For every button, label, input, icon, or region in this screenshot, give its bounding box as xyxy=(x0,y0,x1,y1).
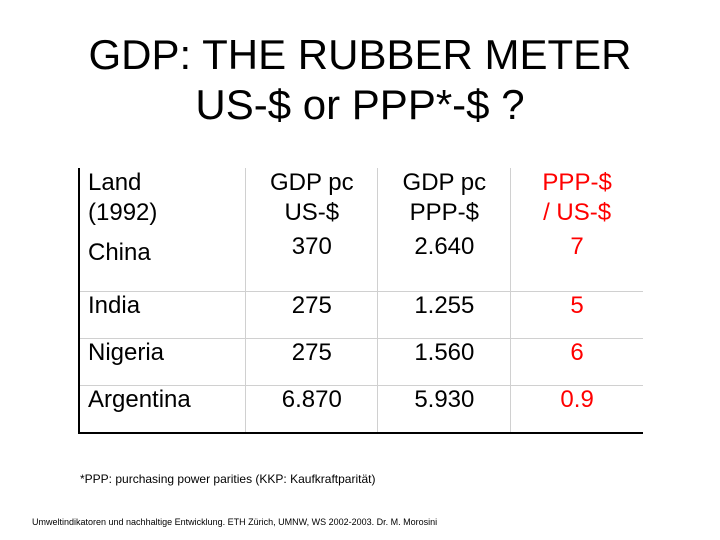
cell-gdp-us: 370 xyxy=(245,233,379,292)
cell-gdp-us: 275 xyxy=(245,291,379,339)
cell-gdp-us: 275 xyxy=(245,338,379,386)
title-line-1: GDP: THE RUBBER METER xyxy=(88,31,632,78)
cell-land: Nigeria xyxy=(79,338,247,386)
cell-ratio: 5 xyxy=(510,291,643,339)
cell-gdp-ppp: 1.560 xyxy=(377,338,512,386)
slide-title: GDP: THE RUBBER METER US-$ or PPP*-$ ? xyxy=(0,30,720,130)
title-line-2: US-$ or PPP*-$ ? xyxy=(195,81,525,128)
cell-gdp-ppp: 1.255 xyxy=(377,291,512,339)
table-header-row: Land (1992) GDP pc US-$ GDP pc PPP-$ PPP… xyxy=(79,168,643,233)
table-row: Nigeria 275 1.560 6 xyxy=(79,338,643,386)
gdp-table: Land (1992) GDP pc US-$ GDP pc PPP-$ PPP… xyxy=(78,168,643,434)
cell-land: China xyxy=(79,233,247,292)
cell-ratio: 0.9 xyxy=(560,386,594,413)
cell-land: India xyxy=(79,291,247,339)
cell-gdp-us: 6.870 xyxy=(245,385,379,433)
credit-line: Umweltindikatoren und nachhaltige Entwic… xyxy=(32,517,438,527)
header-gdp-us: GDP pc US-$ xyxy=(245,168,379,233)
cell-ratio: 6 xyxy=(510,338,643,386)
table-row: India 275 1.255 5 xyxy=(79,291,643,339)
header-land: Land (1992) xyxy=(79,168,247,233)
cell-gdp-ppp: 5.930 xyxy=(377,385,512,433)
table-row: Argentina 6.870 5.930 0.9 xyxy=(79,385,643,433)
table-row: China 370 2.640 7 xyxy=(79,233,643,292)
cell-ratio: 7 xyxy=(510,233,643,292)
header-ratio: PPP-$ / US-$ xyxy=(542,169,612,226)
footnote: *PPP: purchasing power parities (KKP: Ka… xyxy=(80,472,376,486)
cell-land: Argentina xyxy=(79,385,247,433)
header-gdp-ppp: GDP pc PPP-$ xyxy=(377,168,512,233)
cell-gdp-ppp: 2.640 xyxy=(377,233,512,292)
